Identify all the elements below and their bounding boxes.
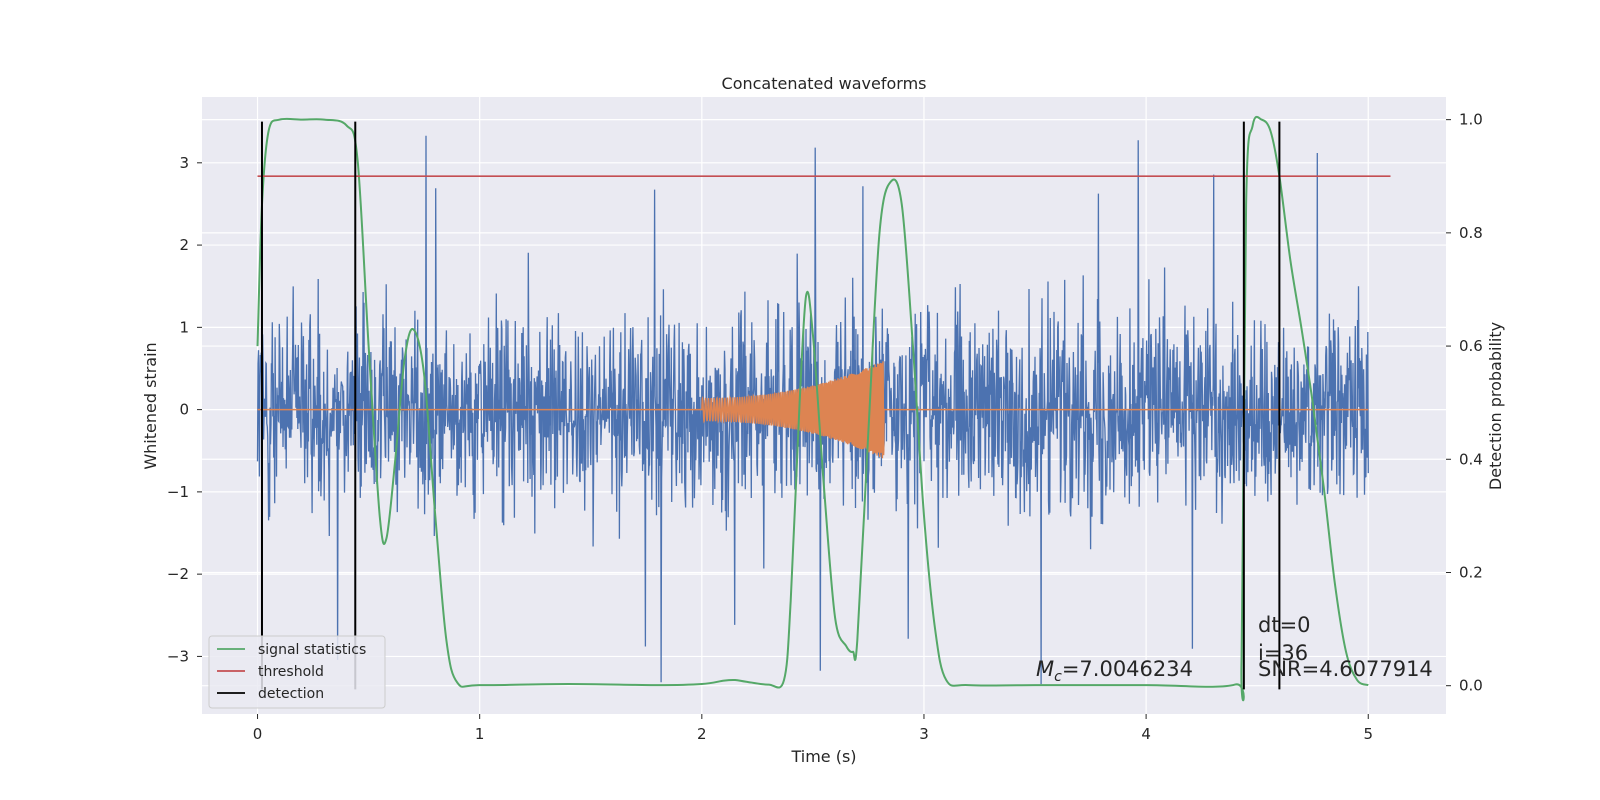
y-tick-label: −2 bbox=[167, 565, 189, 583]
y-tick-label: 0 bbox=[179, 401, 189, 419]
y-tick-label: −3 bbox=[167, 647, 189, 665]
y-tick-label-right: 0.6 bbox=[1459, 337, 1483, 355]
x-tick-label: 4 bbox=[1141, 725, 1151, 743]
y-tick-label-right: 0.8 bbox=[1459, 224, 1483, 242]
series-injected-waveform-line bbox=[257, 361, 1369, 459]
y-axis-label-right: Detection probability bbox=[1486, 322, 1505, 490]
y-tick-label-right: 0.2 bbox=[1459, 563, 1483, 581]
x-tick-label: 3 bbox=[919, 725, 929, 743]
y-tick-label: −1 bbox=[167, 483, 189, 501]
x-tick-label: 2 bbox=[697, 725, 707, 743]
y-tick-label-right: 0.4 bbox=[1459, 450, 1483, 468]
legend: signal statistics threshold detection bbox=[208, 635, 386, 709]
annotation-snr: SNR=4.6077914 bbox=[1258, 657, 1433, 681]
legend-label-detection: detection bbox=[258, 686, 324, 702]
annotation-mc-subscript: c bbox=[1054, 669, 1062, 685]
legend-label-threshold: threshold bbox=[258, 664, 324, 680]
x-tick-label: 0 bbox=[253, 725, 263, 743]
x-tick-label: 1 bbox=[475, 725, 485, 743]
axes-layer: 0 1 2 3 4 5 −3 −2 −1 0 1 2 3 0.0 0.2 0.4 0.6 0.8 1.0 bbox=[167, 111, 1483, 743]
annotation-chirp-mass: Mc=7.0046234 bbox=[1036, 657, 1193, 685]
x-axis-label: Time (s) bbox=[790, 747, 856, 766]
legend-label-signal-statistics: signal statistics bbox=[258, 642, 366, 658]
legend-box bbox=[208, 635, 386, 709]
y-tick-label: 1 bbox=[179, 318, 189, 336]
chart-title: Concatenated waveforms bbox=[722, 74, 927, 93]
y-tick-label: 3 bbox=[179, 154, 189, 172]
y-tick-label-right: 0.0 bbox=[1459, 677, 1483, 695]
y-tick-label-right: 1.0 bbox=[1459, 111, 1483, 129]
annotation-dt: dt=0 bbox=[1258, 613, 1311, 637]
annotation-mc-value: =7.0046234 bbox=[1062, 657, 1193, 681]
svg-text:Mc=7.0046234: Mc=7.0046234 bbox=[1036, 657, 1193, 685]
annotation-i: i=36 bbox=[1258, 641, 1308, 665]
series-signal-statistics-line bbox=[256, 115, 1369, 702]
y-axis-label: Whitened strain bbox=[141, 342, 160, 469]
x-tick-label: 5 bbox=[1363, 725, 1373, 743]
y-tick-label: 2 bbox=[179, 236, 189, 254]
series-layer bbox=[256, 115, 1391, 702]
annotation-mc-symbol: M bbox=[1036, 657, 1054, 681]
